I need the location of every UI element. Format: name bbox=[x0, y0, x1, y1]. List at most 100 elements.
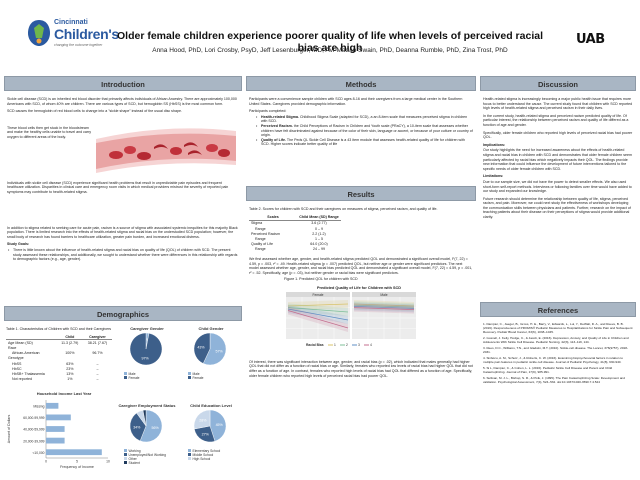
table-2-header: Child Mean (SD) Range bbox=[297, 214, 341, 221]
method-item-text: The Peds QL Sickle Cell Disease is a 43 … bbox=[261, 137, 465, 147]
table-row: African-American 100% 96.7% bbox=[6, 351, 112, 356]
scale-range: 24 – 99 bbox=[313, 247, 325, 252]
pie-legend: Male Female bbox=[180, 372, 242, 380]
pie-legend-item: Middle School bbox=[188, 453, 242, 457]
row-caregiver-value: – bbox=[96, 371, 99, 376]
series-line bbox=[287, 307, 349, 313]
middle-column: Methods Participants were a convenience … bbox=[246, 76, 476, 476]
legend-label: 3 bbox=[358, 343, 360, 347]
study-goals-heading: Study Goals: bbox=[7, 242, 30, 247]
pie-slice-label: 28% bbox=[199, 418, 207, 422]
income-x-tick: 10 bbox=[106, 460, 110, 464]
row-child-value: 13% bbox=[66, 371, 74, 376]
row-child-value: 1% bbox=[67, 377, 73, 382]
income-bar bbox=[46, 449, 102, 456]
row-caregiver-value: – bbox=[96, 377, 99, 382]
panel-strip bbox=[352, 291, 416, 297]
method-item-label: Perceived Racism. bbox=[261, 123, 293, 128]
income-x-tick: 5 bbox=[76, 460, 78, 464]
discussion-paragraph-3: Specifically, older female children who … bbox=[483, 130, 633, 140]
pie-slice-label: 3% bbox=[144, 338, 150, 342]
references-section: References 1. Dampier, C., Jaeger, B., G… bbox=[480, 302, 636, 386]
scale-name: Stigma bbox=[251, 221, 263, 226]
pie-legend-item: Working bbox=[124, 449, 178, 453]
methods-paragraph-1: Participants were a convenience sample c… bbox=[249, 97, 463, 106]
caregiver-employment-pie: Caregiver Employment Status 56% 34% Working… bbox=[116, 403, 178, 480]
discussion-paragraph-4: Future research should determine the rel… bbox=[483, 196, 631, 220]
discussion-body: Health-related stigma is increasingly be… bbox=[480, 91, 636, 220]
series-line bbox=[353, 303, 415, 307]
series-line bbox=[287, 310, 349, 329]
caregiver-gender-pie: Caregiver Gender 3% 97% Male Female bbox=[116, 326, 178, 398]
pie-svg: 45% 27% 28% bbox=[193, 409, 227, 443]
pie-slice-label: 45% bbox=[216, 423, 224, 427]
row-child-value: 23% bbox=[66, 366, 74, 371]
figure-1-caption: Figure 1. Predicted QOL for children wit… bbox=[284, 277, 358, 282]
implications-text: Our study highlights the need for increa… bbox=[483, 148, 633, 171]
method-item: Quality of Life. The Peds QL Sickle Cell… bbox=[255, 138, 473, 147]
income-bar-chart: Missing 60,000-99,999 40,000-59,999 20,000-… bbox=[7, 400, 110, 469]
pie-slice-label: 57% bbox=[215, 349, 223, 353]
results-paragraph-2: Of interest, there was significant inter… bbox=[249, 359, 473, 378]
pie-slice bbox=[139, 409, 163, 443]
references-heading: References bbox=[480, 302, 636, 317]
series-line bbox=[353, 307, 415, 310]
method-item-text: Childhood Stigma Scale (adapted for SCD)… bbox=[261, 114, 468, 124]
row-label: Genotype bbox=[8, 356, 24, 361]
income-bar bbox=[46, 402, 59, 409]
legend-label: 2 bbox=[346, 343, 348, 347]
range-label: Range bbox=[255, 236, 266, 241]
pie-slice bbox=[209, 409, 227, 442]
scale-range: 0 – 9 bbox=[315, 226, 323, 231]
table-row: Not reported 1% – bbox=[6, 377, 112, 382]
demographics-heading: Demographics bbox=[4, 306, 242, 321]
limitations-heading: Limitations: bbox=[483, 174, 504, 179]
logo-name-text: Children's bbox=[54, 26, 119, 42]
intro-paragraph-3: Individuals with sickle cell disease (SC… bbox=[7, 180, 229, 194]
row-child-value: 63% bbox=[66, 361, 74, 366]
pie-legend-item: Male bbox=[124, 372, 178, 376]
intro-paragraph-2: SCD causes the hemoglobin of red blood c… bbox=[7, 109, 182, 114]
method-item: Health-related Stigma. Childhood Stigma … bbox=[255, 115, 473, 124]
pie-slice-label: 56% bbox=[152, 426, 160, 430]
pie-slice bbox=[142, 409, 147, 427]
pie-slice bbox=[193, 332, 211, 364]
reference-item: 1. Dampier, C., Jaeger, B., Gross, H. E.… bbox=[483, 322, 633, 334]
scale-mean: 64.0 (20.0) bbox=[310, 242, 328, 247]
scale-mean: 2.2 (1.2) bbox=[312, 231, 326, 236]
pie-legend-item: Male bbox=[188, 372, 242, 376]
spacer bbox=[7, 198, 239, 226]
pie-title: Caregiver Gender bbox=[130, 326, 164, 331]
demographics-table: Child Caregiver Age Mean (SD) 11.3 (2.79)… bbox=[6, 334, 112, 382]
table-2-header: Scales bbox=[249, 214, 297, 221]
scale-mean: 3.6 (2.77) bbox=[311, 221, 327, 226]
series-line bbox=[287, 303, 349, 307]
methods-body: Participants were a convenience sample c… bbox=[246, 91, 476, 147]
reference-item: 4. Sinfetcu, A. M., Schutz, J., & Robert… bbox=[483, 356, 623, 364]
pie-legend-item: Female bbox=[188, 376, 242, 380]
cincinnati-childrens-logo: Cincinnati Children's changing the outco… bbox=[26, 18, 126, 52]
pie-legend-item: Student bbox=[124, 461, 178, 465]
study-goal-item: There is little known about the influenc… bbox=[7, 248, 239, 262]
legend-label: 1 bbox=[334, 343, 336, 347]
plot-title: Predicted Quality of Life for Children w… bbox=[317, 286, 401, 290]
scale-name: Perceived Racism bbox=[251, 231, 280, 236]
pie-slice bbox=[193, 409, 211, 430]
table-row: Stigma 3.6 (2.77) bbox=[249, 220, 341, 226]
table-row: HbSB+ Thalassemia 13% – bbox=[6, 371, 112, 376]
limitations-text: Due to our sample size, we did not have … bbox=[483, 179, 632, 194]
left-column: Introduction Sickle cell disease (SCD) i… bbox=[4, 76, 242, 476]
pie-legend-item: Other bbox=[124, 457, 178, 461]
results-table: Scales Child Mean (SD) Range Stigma 3.6 (… bbox=[249, 214, 341, 252]
pie-legend: Male Female bbox=[116, 372, 178, 380]
row-label: Not reported bbox=[12, 377, 32, 382]
child-gender-pie: Child Gender 57% 43% Male Female bbox=[180, 326, 242, 398]
table-row: Race bbox=[6, 345, 112, 350]
panel-strip-label: Female bbox=[313, 293, 324, 297]
series-line bbox=[287, 308, 349, 321]
row-label: HbSB+ Thalassemia bbox=[12, 371, 45, 376]
discussion-paragraph-1: Health-related stigma is increasingly be… bbox=[483, 97, 633, 111]
pie-slice bbox=[129, 412, 147, 442]
introduction-body-2: Individuals with sickle cell disease (SC… bbox=[4, 179, 242, 262]
